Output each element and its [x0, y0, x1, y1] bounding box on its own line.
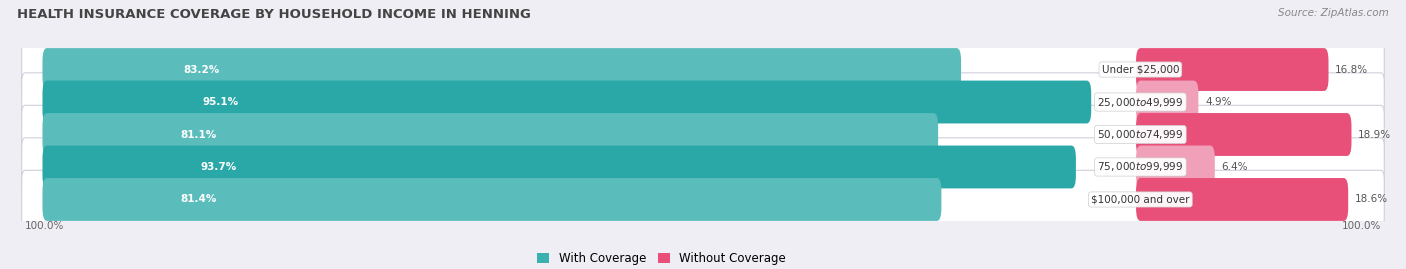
- Text: 95.1%: 95.1%: [202, 97, 239, 107]
- Text: 18.6%: 18.6%: [1355, 194, 1388, 204]
- FancyBboxPatch shape: [42, 113, 938, 156]
- FancyBboxPatch shape: [21, 40, 1385, 99]
- FancyBboxPatch shape: [1136, 48, 1329, 91]
- Text: Source: ZipAtlas.com: Source: ZipAtlas.com: [1278, 8, 1389, 18]
- Text: Under $25,000: Under $25,000: [1102, 65, 1180, 75]
- FancyBboxPatch shape: [21, 73, 1385, 131]
- Text: HEALTH INSURANCE COVERAGE BY HOUSEHOLD INCOME IN HENNING: HEALTH INSURANCE COVERAGE BY HOUSEHOLD I…: [17, 8, 530, 21]
- Legend: With Coverage, Without Coverage: With Coverage, Without Coverage: [533, 247, 790, 269]
- Text: 16.8%: 16.8%: [1336, 65, 1368, 75]
- Text: 81.4%: 81.4%: [180, 194, 217, 204]
- Text: $25,000 to $49,999: $25,000 to $49,999: [1097, 95, 1184, 108]
- Text: 4.9%: 4.9%: [1205, 97, 1232, 107]
- FancyBboxPatch shape: [21, 105, 1385, 164]
- Text: 18.9%: 18.9%: [1358, 129, 1391, 140]
- Text: $50,000 to $74,999: $50,000 to $74,999: [1097, 128, 1184, 141]
- Text: $100,000 and over: $100,000 and over: [1091, 194, 1189, 204]
- Text: 100.0%: 100.0%: [1341, 221, 1381, 231]
- FancyBboxPatch shape: [42, 81, 1091, 123]
- Text: 83.2%: 83.2%: [183, 65, 219, 75]
- FancyBboxPatch shape: [1136, 178, 1348, 221]
- FancyBboxPatch shape: [21, 138, 1385, 196]
- FancyBboxPatch shape: [21, 170, 1385, 229]
- Text: 81.1%: 81.1%: [180, 129, 217, 140]
- Text: $75,000 to $99,999: $75,000 to $99,999: [1097, 161, 1184, 174]
- Text: 6.4%: 6.4%: [1222, 162, 1249, 172]
- FancyBboxPatch shape: [1136, 146, 1215, 188]
- FancyBboxPatch shape: [42, 48, 962, 91]
- Text: 93.7%: 93.7%: [201, 162, 236, 172]
- Text: 100.0%: 100.0%: [25, 221, 65, 231]
- FancyBboxPatch shape: [42, 178, 942, 221]
- FancyBboxPatch shape: [42, 146, 1076, 188]
- FancyBboxPatch shape: [1136, 113, 1351, 156]
- FancyBboxPatch shape: [1136, 81, 1198, 123]
